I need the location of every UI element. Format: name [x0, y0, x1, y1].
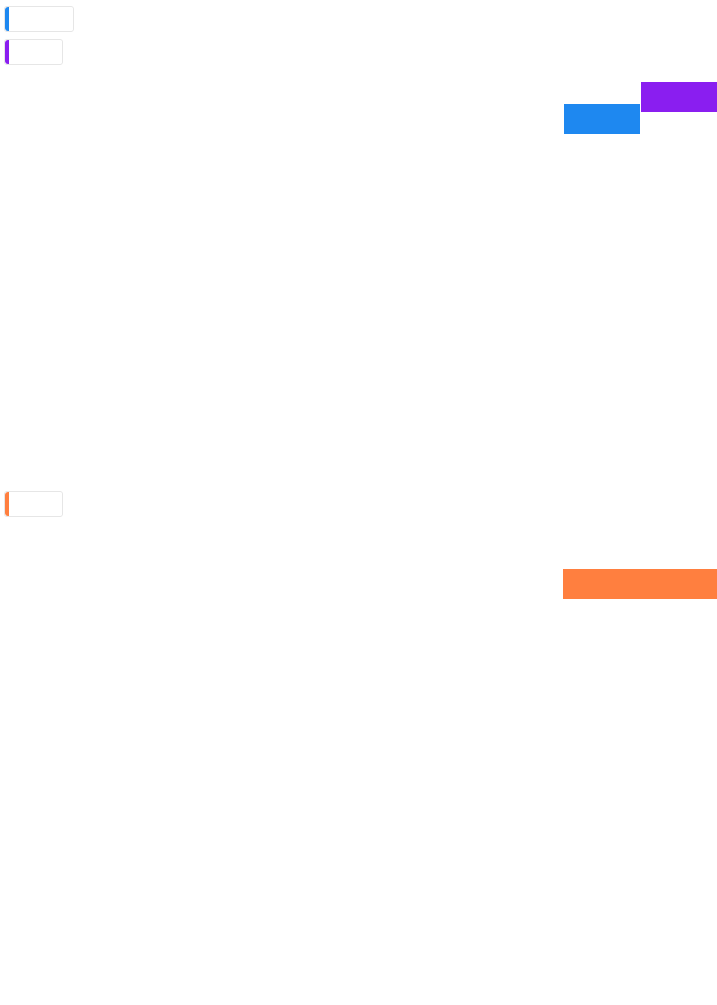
- series-color-swatch: [5, 40, 9, 64]
- series-color-swatch: [5, 7, 9, 31]
- price-flag: [564, 104, 640, 134]
- legend-dps-bottom[interactable]: [4, 491, 63, 517]
- series-color-swatch: [5, 492, 9, 516]
- dps-flag-bottom: [563, 569, 717, 599]
- dps-flag-top: [641, 82, 717, 112]
- legend-price[interactable]: [4, 6, 74, 32]
- legend-dps-top[interactable]: [4, 39, 63, 65]
